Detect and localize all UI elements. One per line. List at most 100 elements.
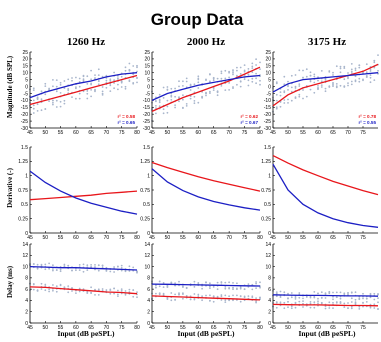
- scatter-dot: [158, 99, 161, 102]
- scatter-dot: [32, 107, 35, 110]
- scatter-dot: [113, 287, 115, 290]
- y-tick-label: 12: [22, 253, 28, 259]
- scatter-dot: [174, 95, 177, 98]
- scatter-dot: [347, 76, 349, 78]
- scatter-dot: [259, 61, 261, 64]
- scatter-dot: [377, 301, 379, 304]
- scatter-dot: [343, 78, 346, 81]
- series-line-blue: [151, 74, 261, 101]
- scatter-dot: [117, 289, 119, 292]
- scatter-dot: [90, 264, 92, 266]
- y-tick-label: 0: [147, 84, 150, 90]
- x-tick-label: 45: [149, 130, 155, 136]
- scatter-dot: [305, 95, 308, 98]
- scatter-dot: [220, 70, 223, 73]
- r-squared-annotation: r² = 0.55: [359, 120, 377, 125]
- scatter-dot: [287, 300, 289, 303]
- scatter-dot: [94, 89, 96, 92]
- scatter-dot: [52, 264, 54, 267]
- scatter-dot: [40, 98, 43, 101]
- scatter-dot: [302, 297, 304, 300]
- scatter-dot: [335, 296, 338, 299]
- scatter-dot: [59, 270, 62, 273]
- scatter-dots: [272, 290, 379, 310]
- scatter-dot: [170, 87, 173, 90]
- scatter-dot: [97, 80, 100, 83]
- scatter-dot: [332, 307, 334, 309]
- scatter-dot: [309, 80, 312, 83]
- scatter-dot: [275, 99, 278, 102]
- series-line-red: [151, 66, 261, 112]
- scatter-dot: [328, 290, 331, 293]
- scatter-dot: [294, 298, 297, 300]
- scatter-dot: [193, 293, 196, 295]
- series-line-blue: [151, 168, 261, 211]
- scatter-dot: [52, 268, 54, 270]
- scatter-dot: [290, 86, 293, 89]
- scatter-dot: [201, 299, 204, 302]
- panel-delay-2000: 0 2 4 6 8 10 12 14 45 50 55 60 65 70 75 80: [144, 242, 263, 331]
- series-line-red: [272, 63, 379, 107]
- scatter-dot: [313, 73, 316, 76]
- y-tick-label: 14: [265, 242, 271, 248]
- scatter-dot: [335, 301, 338, 304]
- scatter-dot: [365, 297, 368, 300]
- scatter-dot: [298, 296, 301, 299]
- scatter-dot: [350, 68, 353, 71]
- scatter-dot: [162, 112, 165, 115]
- scatter-dot: [317, 302, 319, 305]
- scatter-dot: [82, 74, 85, 77]
- y-tick-label: -10: [21, 98, 28, 104]
- scatter-dot: [317, 76, 319, 78]
- scatter-dot: [155, 105, 157, 107]
- scatter-dot: [328, 86, 331, 88]
- scatter-dot: [40, 109, 43, 112]
- scatter-dot: [313, 81, 316, 84]
- y-tick-label: 10: [265, 264, 271, 270]
- scatter-dot: [354, 298, 357, 301]
- y-tick-label: 4: [268, 298, 271, 304]
- x-tick-label: 55: [58, 325, 64, 331]
- scatter-dot: [105, 269, 108, 272]
- scatter-dot: [343, 67, 346, 69]
- scatter-dot: [78, 85, 81, 88]
- scatter-dot: [44, 85, 47, 87]
- scatter-dot: [178, 80, 180, 83]
- scatter-dot: [52, 289, 54, 292]
- x-tick-label: 65: [88, 130, 94, 136]
- scatter-dot: [78, 290, 81, 293]
- y-tick-label: 6: [268, 287, 271, 293]
- x-tick-label: 70: [345, 130, 351, 136]
- scatter-dot: [320, 302, 323, 304]
- scatter-dot: [347, 84, 349, 87]
- scatter-dot: [113, 292, 115, 295]
- y-tick-label: 2: [147, 310, 150, 316]
- scatter-dot: [52, 284, 54, 286]
- scatter-dot: [86, 97, 89, 100]
- scatter-dot: [170, 94, 173, 97]
- scatter-dot: [209, 294, 211, 297]
- xlabel-col1: Input (dB peSPL): [57, 329, 115, 338]
- scatter-dot: [298, 83, 301, 85]
- scatter-dot: [120, 269, 123, 272]
- scatter-dot: [67, 78, 70, 81]
- scatter-dot: [220, 72, 223, 75]
- scatter-dot: [339, 65, 342, 68]
- scatter-dot: [174, 104, 177, 106]
- scatter-dot: [362, 78, 364, 81]
- scatter-dot: [290, 307, 293, 310]
- scatter-dot: [82, 288, 85, 290]
- scatter-dot: [255, 300, 257, 303]
- scatter-dot: [275, 292, 278, 295]
- scatter-dot: [174, 106, 177, 109]
- scatter-dot: [287, 89, 289, 91]
- y-tick-label: 1: [268, 173, 271, 179]
- scatter-dot: [55, 90, 58, 93]
- scatter-dot: [373, 79, 376, 81]
- scatter-dot: [40, 90, 43, 93]
- x-tick-label: 65: [211, 130, 217, 136]
- scatter-dot: [113, 271, 115, 273]
- scatter-dot: [209, 80, 211, 83]
- scatter-dot: [287, 297, 289, 300]
